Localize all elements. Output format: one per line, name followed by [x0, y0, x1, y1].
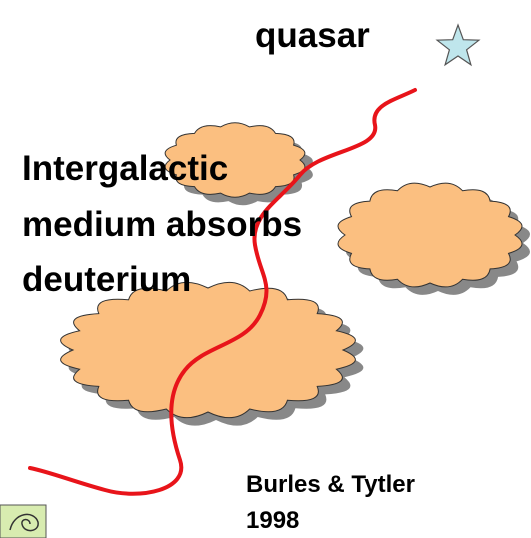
medium-label-line: medium absorbs — [22, 205, 302, 244]
credit-line: Burles & Tytler — [246, 471, 415, 498]
medium-label-line: deuterium — [22, 260, 191, 299]
cloud — [164, 122, 306, 198]
light-path — [28, 88, 417, 496]
logo-icon — [0, 504, 47, 538]
cloud — [60, 281, 356, 419]
quasar-star — [435, 23, 481, 67]
clouds — [60, 122, 530, 426]
credit-line: 1998 — [246, 507, 299, 534]
cloud — [337, 182, 523, 288]
medium-label-line: Intergalactic — [22, 149, 228, 188]
quasar-label: quasar — [255, 16, 370, 55]
